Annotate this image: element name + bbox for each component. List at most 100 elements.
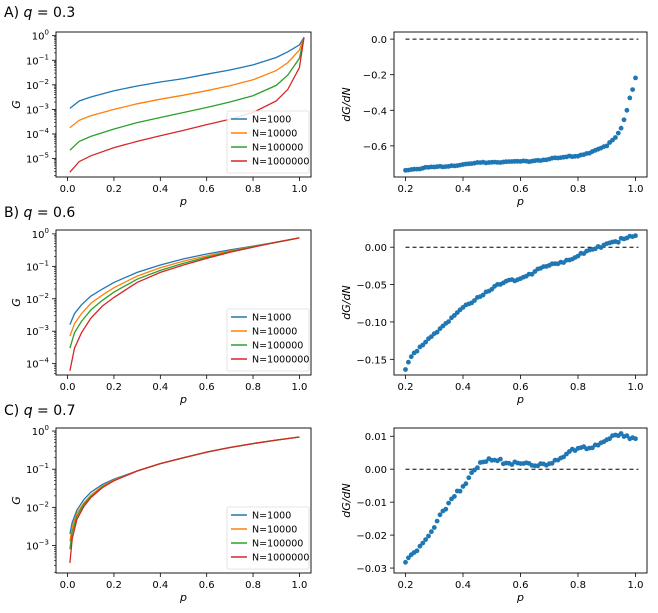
panel-b-left-legend-label: N=10000 <box>252 327 297 338</box>
panel-b-right-point <box>429 334 434 339</box>
panel-b-right-xtick-label: 0.2 <box>398 382 414 393</box>
panel-b-left-xtick-label: 0.0 <box>60 382 76 393</box>
panel-b-left-xtick-label: 0.8 <box>245 382 261 393</box>
panel-c-right-point <box>443 506 449 512</box>
panel-a-left-ytick-label: 10−5 <box>26 152 49 166</box>
panel-b-left-ytick-label: 10−4 <box>26 357 50 371</box>
panel-a-left-ytick-label: 100 <box>32 29 49 43</box>
panel-a-left-ytick-label: 10−4 <box>26 127 50 141</box>
panel-c-right-point <box>457 488 463 494</box>
panel-b-right-point <box>423 339 428 345</box>
panel-b-right-point <box>414 348 420 354</box>
panel-a-left-xtick-label: 0.4 <box>152 184 168 195</box>
panel-a-left-ylabel: G <box>10 100 23 109</box>
panel-c-right-point <box>624 433 630 439</box>
panel-a-left-series-line <box>69 37 305 129</box>
panel-c-left-ytick-label: 10−1 <box>26 462 49 476</box>
panel-b-right-ytick-label: −0.10 <box>356 318 387 329</box>
panel-b-right-frame <box>393 229 648 376</box>
panel-c-left-xtick-label: 0.6 <box>199 580 215 591</box>
panel-c-right-point <box>475 465 480 471</box>
panel-c-right-point <box>483 459 489 464</box>
panel-a-right-point <box>624 107 630 113</box>
panel-c-right-point <box>633 436 638 442</box>
panel-a-left-ytick-label: 10−2 <box>26 78 49 92</box>
panel-a-right-point <box>633 75 638 81</box>
panel-c-left-ytick-label: 10−3 <box>26 539 49 553</box>
panel-c-left-xlabel: p <box>179 591 187 604</box>
panel-b-right-ytick-label: 0.00 <box>365 243 387 254</box>
panel-a-right-ylabel: dG/dN <box>340 87 353 121</box>
panel-c-right-point <box>417 543 423 549</box>
panel-a-right-point <box>618 125 624 131</box>
panel-c-right-point <box>549 460 555 466</box>
panel-c-right-ytick-label: 0.00 <box>365 465 387 476</box>
panel-b-left-legend <box>226 308 310 372</box>
panel-b-left-ytick-label: 10−2 <box>26 292 49 306</box>
panel-a-left-legend-label: N=1000000 <box>252 157 309 168</box>
panel-a-left-legend <box>226 110 310 174</box>
panel-a-right-frame <box>393 31 648 178</box>
panel-a-right-ytick-label: −0.6 <box>363 142 387 153</box>
panel-b-right-point <box>615 239 621 245</box>
panel-a-left-xtick-label: 0.6 <box>199 184 215 195</box>
panel-c-right-point <box>437 512 443 518</box>
panel-b-right-point <box>434 329 440 335</box>
panel-b-left-ytick-label: 100 <box>32 227 49 241</box>
panel-c-left-xtick-label: 0.4 <box>152 580 168 591</box>
panel-c-right-xtick-label: 0.6 <box>513 580 529 591</box>
panel-c-left-legend-label: N=1000000 <box>252 553 309 564</box>
panel-b-right-point <box>408 354 414 360</box>
panel-a-left-xtick-label: 0.2 <box>106 184 122 195</box>
panel-b-right-point <box>489 286 495 292</box>
panel-a-right-ytick-label: −0.2 <box>363 71 387 82</box>
panel-c-right-xtick-label: 1.0 <box>628 580 644 591</box>
panel-a-right-point <box>627 95 633 101</box>
panel-c-left-xtick-label: 0.2 <box>106 580 122 591</box>
panel-b-right-point <box>472 298 477 303</box>
panel-b-right-xtick-label: 0.4 <box>455 382 471 393</box>
panel-c-left-title: C) q = 0.7 <box>4 403 75 419</box>
panel-c-left-frame <box>55 427 312 574</box>
panel-c-right-frame <box>393 427 648 574</box>
panel-b-left-legend-label: N=100000 <box>252 341 303 352</box>
panel-b-left-frame <box>55 229 312 376</box>
panel-c-right-point <box>463 481 469 487</box>
panel-b-left-xtick-label: 0.4 <box>152 382 168 393</box>
panel-a-right-ytick-label: −0.4 <box>363 106 387 117</box>
panel-a-right-xtick-label: 0.8 <box>570 184 586 195</box>
panel-b-left-xtick-label: 0.2 <box>106 382 122 393</box>
panel-c-left-xtick-label: 0.8 <box>245 580 261 591</box>
panel-b-left-ylabel: G <box>10 298 23 307</box>
panel-c-right-ylabel: dG/dN <box>340 483 353 517</box>
panel-a-right-xtick-label: 0.6 <box>513 184 529 195</box>
panel-c-right-point <box>452 494 457 499</box>
panel-c-right-point <box>426 533 431 539</box>
panel-b-right-point <box>633 233 638 239</box>
panel-b-left-legend-label: N=1000000 <box>252 355 309 366</box>
panel-a-left-xtick-label: 0.0 <box>60 184 76 195</box>
panel-c-right-point <box>561 454 566 460</box>
panel-c-left-legend-label: N=1000 <box>252 511 291 522</box>
panel-b-right-point <box>406 359 411 365</box>
panel-c-right-point <box>414 548 420 554</box>
panel-b-left-ytick-label: 10−3 <box>26 324 49 338</box>
panel-c-left-legend <box>226 506 310 570</box>
panel-c-right-point <box>431 525 437 530</box>
panel-a-left-legend-label: N=1000 <box>252 115 291 126</box>
panel-a-left-frame <box>55 31 312 178</box>
panel-a-left-ytick-label: 10−1 <box>26 53 49 67</box>
panel-b-right-ylabel: dG/dN <box>340 285 353 319</box>
panel-a-left-xlabel: p <box>179 195 187 208</box>
panel-b-left-series-line <box>69 237 300 371</box>
panel-b-right-ytick-label: −0.05 <box>356 281 387 292</box>
panel-a-left-xtick-label: 0.8 <box>245 184 261 195</box>
panel-a-left-title: A) q = 0.3 <box>4 5 75 21</box>
panel-c-right-ytick-label: 0.01 <box>365 432 387 443</box>
panel-c-right-xtick-label: 0.4 <box>455 580 471 591</box>
panel-b-left-xtick-label: 1.0 <box>291 382 307 393</box>
panel-c-left-xtick-label: 1.0 <box>291 580 307 591</box>
panel-b-right-xtick-label: 1.0 <box>628 382 644 393</box>
panel-c-right-ytick-label: −0.03 <box>356 564 387 575</box>
